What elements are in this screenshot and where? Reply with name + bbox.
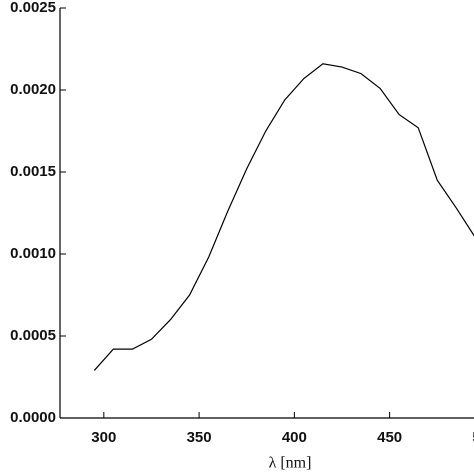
y-tick-label: 0.0005 [10, 327, 56, 344]
y-tick-label: 0.0015 [10, 163, 56, 180]
x-tick-label: 300 [91, 429, 116, 446]
x-tick-label: 450 [377, 429, 402, 446]
y-tick-label: 0.0020 [10, 81, 56, 98]
x-tick-label: 400 [282, 429, 307, 446]
data-line [93, 63, 474, 371]
x-axis-label: λ [nm] [269, 455, 312, 472]
y-tick-label: 0.0025 [10, 0, 56, 16]
y-tick-label: 0.0000 [10, 409, 56, 426]
y-tick-label: 0.0010 [10, 245, 56, 262]
x-tick-label: 350 [187, 429, 212, 446]
x-tick-label: 500 [472, 429, 474, 446]
